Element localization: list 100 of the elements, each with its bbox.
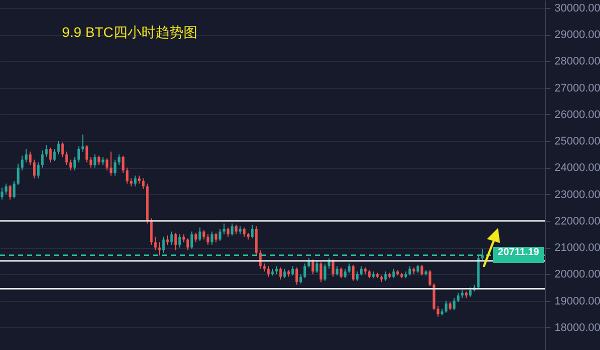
y-tick-label: 27000.00 (554, 82, 600, 94)
y-tick-label: 18000.00 (554, 322, 600, 334)
candlestick (230, 223, 234, 236)
candlestick (24, 148, 28, 163)
y-tick-label: 25000.00 (554, 136, 600, 148)
candlestick (194, 232, 198, 243)
candlestick (65, 151, 68, 166)
candlestick (134, 175, 137, 187)
candlestick (251, 224, 254, 239)
candlestick (126, 167, 128, 184)
candlestick (178, 234, 181, 248)
candlestick (384, 270, 387, 282)
candlestick (154, 236, 157, 251)
candlestick (114, 159, 116, 176)
candlestick (162, 236, 165, 254)
y-tick-label: 28000.00 (554, 56, 600, 68)
candlestick (41, 150, 44, 168)
candlestick (392, 268, 395, 279)
candlestick (28, 151, 32, 166)
candlestick (206, 234, 210, 246)
candlestick (90, 156, 92, 168)
candlestick (8, 184, 12, 200)
candlestick (16, 163, 20, 186)
y-tick-label: 20000.00 (554, 268, 600, 281)
candlestick (226, 227, 230, 238)
candlestick (94, 154, 96, 168)
candlestick (255, 226, 258, 256)
price-tag: 20711.19 (493, 247, 544, 264)
y-tick-label: 21000.00 (554, 242, 600, 254)
candlestick (452, 298, 456, 311)
candlestick (469, 286, 472, 298)
candlestick (202, 230, 206, 240)
y-tick-label: 26000.00 (554, 108, 600, 121)
candlestick (267, 266, 270, 278)
candlestick (85, 144, 88, 163)
y-tick-label: 22000.00 (554, 215, 600, 228)
candlestick (150, 218, 153, 246)
candlestick (344, 268, 346, 279)
candlestick (324, 263, 326, 282)
candlestick (360, 266, 363, 276)
candlestick (316, 260, 318, 274)
candlestick (174, 232, 177, 251)
candlestick (242, 227, 246, 238)
candlestick (444, 300, 448, 314)
candlestick (77, 146, 80, 163)
candlestick (158, 242, 161, 256)
candlestick (166, 235, 169, 246)
candlestick (118, 154, 120, 166)
candlestick (436, 306, 440, 318)
candlestick (428, 270, 432, 287)
candlestick (279, 266, 282, 280)
candlestick (20, 155, 24, 171)
candlestick (295, 266, 298, 286)
candlestick (408, 266, 412, 276)
candlestick (33, 159, 36, 179)
y-tick-label: 29000.00 (554, 29, 600, 42)
candlestick (352, 264, 355, 282)
candlestick (12, 180, 16, 199)
candlestick (332, 259, 334, 278)
candlestick (328, 258, 330, 270)
candlestick (456, 292, 460, 303)
candlestick (210, 231, 214, 246)
candlestick (170, 231, 173, 246)
text: 9.9 BTC四小时趋势图 (62, 24, 198, 40)
candlestick (291, 266, 294, 276)
y-tick-label: 19000.00 (554, 295, 600, 308)
candlestick (106, 158, 108, 171)
y-tick-label: 23000.00 (554, 188, 600, 201)
candlestick (218, 228, 222, 242)
candlestick (432, 282, 436, 311)
candlestick (299, 274, 302, 284)
candlestick (69, 159, 72, 171)
candlestick (45, 144, 48, 158)
candlestick (57, 140, 60, 155)
candlestick (186, 238, 190, 251)
candlestick (98, 155, 100, 166)
candlestick (37, 162, 40, 179)
y-tick-label: 30000.00 (554, 2, 600, 14)
candlestick (283, 268, 286, 279)
candlestick (4, 183, 8, 195)
candlestick (348, 263, 351, 274)
y-tick-label: 24000.00 (554, 162, 600, 174)
candlestick (356, 270, 359, 282)
candlestick (73, 156, 76, 171)
candlestick (420, 264, 424, 276)
candlestick (303, 263, 306, 279)
candlestick (214, 232, 218, 243)
candlestick (340, 266, 342, 279)
candlestick (110, 151, 112, 176)
candlestick (49, 147, 52, 163)
candlestick (122, 155, 124, 174)
candlestick (198, 227, 202, 242)
candlestick (53, 148, 56, 162)
candlestick (142, 178, 145, 190)
candlestick (234, 224, 238, 235)
candlestick (61, 142, 64, 158)
candlestick (312, 259, 314, 275)
candlestick (336, 266, 338, 276)
candlestick (0, 187, 4, 200)
candlestick (320, 262, 322, 283)
